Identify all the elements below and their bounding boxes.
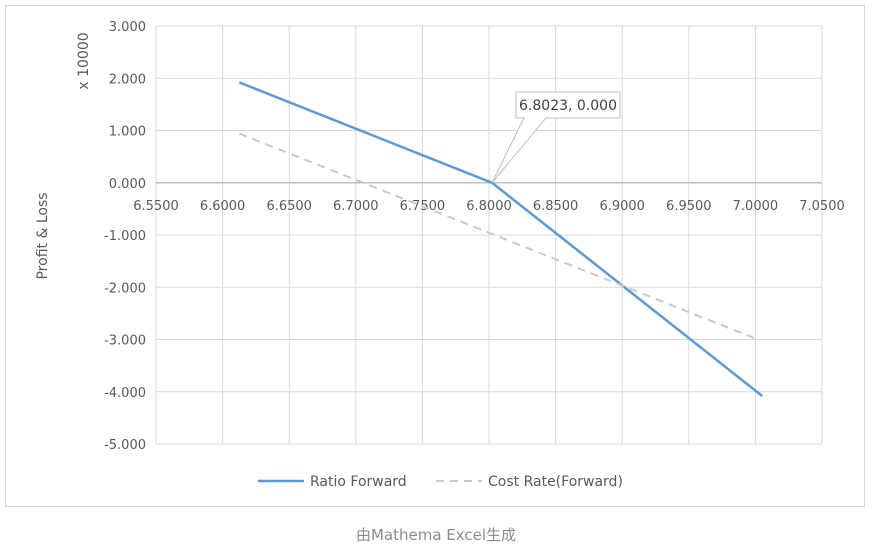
x-tick-label: 7.0500 xyxy=(799,199,845,214)
y-tick-label: -2.000 xyxy=(104,281,146,296)
y-tick-label: 0.000 xyxy=(109,177,146,192)
callout-label: 6.8023, 0.000 xyxy=(519,98,617,114)
y-axis-unit-label: x 10000 xyxy=(76,32,92,89)
caption: 由Mathema Excel生成 xyxy=(355,526,517,544)
x-tick-label: 7.0000 xyxy=(733,199,779,214)
legend-layer: Ratio Forward Cost Rate(Forward) xyxy=(258,474,623,490)
series-line-ratio-forward xyxy=(238,81,763,397)
y-axis-title: Profit & Loss xyxy=(35,192,51,279)
x-tick-label: 6.8500 xyxy=(533,199,579,214)
x-tick-label: 6.6500 xyxy=(266,199,312,214)
y-tick-label: -5.000 xyxy=(104,438,146,453)
series-line-cost-rate xyxy=(238,132,756,340)
y-tick-label: 3.000 xyxy=(109,20,146,35)
y-tick-label: 2.000 xyxy=(109,72,146,87)
y-tick-label: -4.000 xyxy=(104,386,146,401)
grid-layer xyxy=(155,25,823,445)
chart-svg: 3.000 2.000 1.000 0.000 -1.000 -2.000 -3.000 -4… xyxy=(35,20,845,490)
callout-box xyxy=(515,91,621,119)
series-layer xyxy=(238,81,763,397)
x-tick-label: 6.7000 xyxy=(333,199,379,214)
legend-label: Ratio Forward xyxy=(310,474,407,490)
chart-frame: 3.000 2.000 1.000 0.000 -1.000 -2.000 -3.000 -4… xyxy=(5,5,865,507)
axis-layer: 3.000 2.000 1.000 0.000 -1.000 -2.000 -3.000 -4… xyxy=(104,20,845,453)
y-tick-label: -1.000 xyxy=(104,229,146,244)
x-tick-label: 6.9000 xyxy=(599,199,645,214)
legend-label: Cost Rate(Forward) xyxy=(488,474,623,490)
x-tick-label: 6.8000 xyxy=(466,199,512,214)
callout-pointer xyxy=(491,117,548,184)
y-tick-label: 1.000 xyxy=(109,125,146,140)
callout-layer: 6.8023, 0.000 xyxy=(491,91,621,184)
x-tick-label: 6.9500 xyxy=(666,199,712,214)
y-tick-label: -3.000 xyxy=(104,334,146,349)
x-tick-label: 6.5500 xyxy=(133,199,179,214)
x-tick-label: 6.6000 xyxy=(200,199,246,214)
